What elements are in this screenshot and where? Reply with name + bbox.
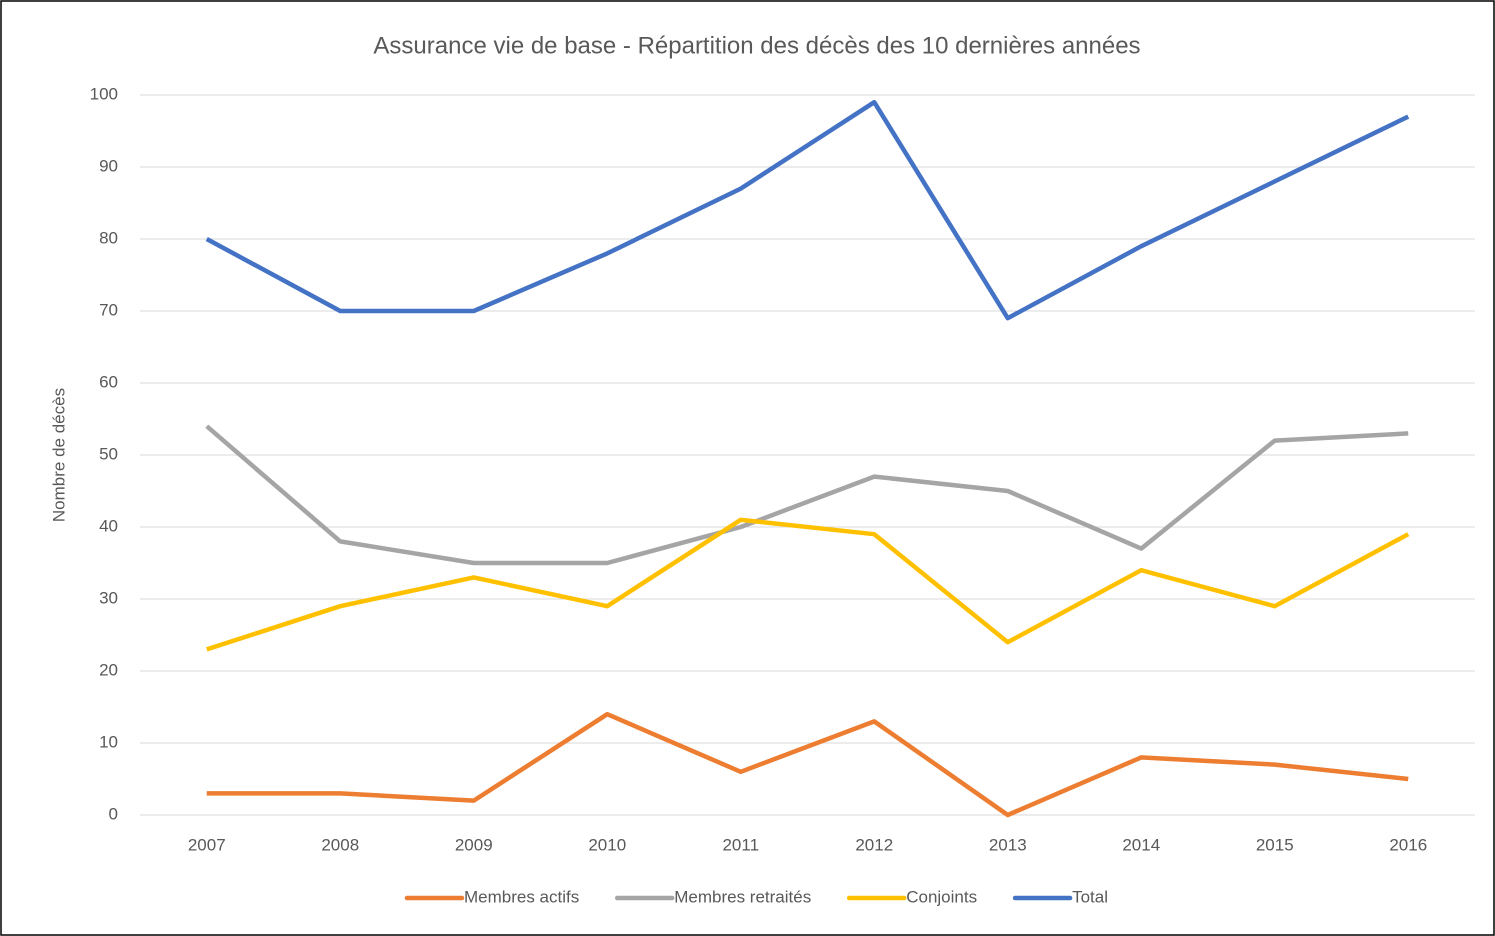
line-series [205, 424, 1409, 566]
x-tick-label: 2012 [855, 835, 893, 854]
chart-title: Assurance vie de base - Répartition des … [373, 32, 1140, 59]
y-tick-label: 30 [99, 588, 118, 607]
y-tick-label: 50 [99, 444, 118, 463]
y-tick-label: 0 [109, 804, 118, 823]
legend-label: Membres actifs [464, 887, 579, 906]
x-tick-label: 2009 [455, 835, 493, 854]
x-tick-label: 2007 [188, 835, 226, 854]
x-tick-label: 2010 [588, 835, 626, 854]
x-tick-label: 2008 [321, 835, 359, 854]
y-tick-label: 10 [99, 732, 118, 751]
y-axis-label: Nombre de décès [49, 388, 68, 522]
line-series [206, 517, 1410, 652]
legend-label: Conjoints [906, 887, 977, 906]
line-series [206, 711, 1409, 818]
x-tick-label: 2015 [1256, 835, 1294, 854]
x-tick-label: 2014 [1122, 835, 1160, 854]
y-tick-label: 20 [99, 660, 118, 679]
x-tick-label: 2011 [722, 835, 759, 854]
line-series [205, 99, 1410, 321]
x-tick-label: 2016 [1389, 835, 1427, 854]
x-tick-label: 2013 [989, 835, 1027, 854]
legend-label: Total [1072, 887, 1108, 906]
y-tick-label: 70 [99, 300, 118, 319]
y-tick-label: 100 [90, 84, 118, 103]
legend-label: Membres retraités [674, 887, 811, 906]
y-tick-label: 90 [99, 156, 118, 175]
y-tick-label: 80 [99, 228, 118, 247]
y-tick-label: 60 [99, 372, 118, 391]
y-tick-label: 40 [99, 516, 118, 535]
